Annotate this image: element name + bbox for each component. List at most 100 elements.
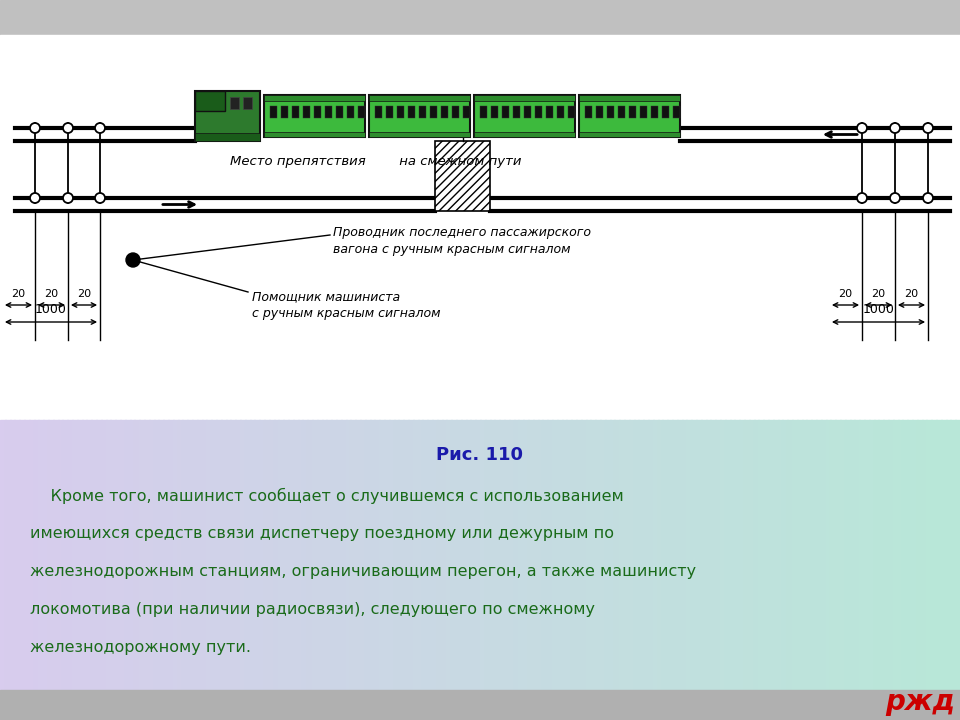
Circle shape [63, 123, 73, 133]
Bar [950, 420, 956, 690]
Bar [350, 420, 356, 690]
Bar [264, 95, 365, 101]
Bar [456, 420, 462, 690]
Bar [610, 420, 615, 690]
Bar [922, 420, 927, 690]
Bar [638, 420, 644, 690]
Bar [435, 141, 490, 211]
Bar [504, 420, 510, 690]
Bar [562, 420, 567, 690]
Bar [230, 420, 236, 690]
Text: железнодорожному пути.: железнодорожному пути. [30, 640, 251, 655]
Bar [163, 420, 169, 690]
Bar [546, 106, 553, 118]
Bar [101, 420, 107, 690]
Bar [441, 106, 448, 118]
Bar [758, 420, 764, 690]
Bar [341, 420, 347, 690]
Bar [419, 106, 426, 118]
Bar [303, 106, 310, 118]
Bar [883, 420, 889, 690]
Bar [307, 420, 313, 690]
Circle shape [857, 193, 867, 203]
Bar [710, 420, 716, 690]
Bar [389, 420, 395, 690]
Bar [619, 420, 625, 690]
Bar [226, 420, 231, 690]
Bar [292, 106, 299, 118]
Bar [936, 420, 942, 690]
Bar [360, 420, 366, 690]
Bar [243, 97, 252, 109]
Bar [662, 106, 669, 118]
Bar [408, 420, 414, 690]
Bar [835, 420, 841, 690]
Bar [182, 420, 188, 690]
Bar [802, 420, 807, 690]
Bar [662, 420, 668, 690]
Bar [195, 91, 260, 141]
Bar [778, 420, 783, 690]
Bar [187, 420, 193, 690]
Bar [535, 106, 542, 118]
Text: 20: 20 [12, 289, 26, 299]
Bar [480, 420, 486, 690]
Circle shape [95, 123, 105, 133]
Bar [168, 420, 174, 690]
Text: 20: 20 [838, 289, 852, 299]
Bar [811, 420, 817, 690]
Bar [0, 0, 960, 35]
Bar [730, 420, 735, 690]
Bar [346, 420, 351, 690]
Circle shape [857, 123, 867, 133]
Bar [274, 420, 279, 690]
Bar [369, 132, 470, 137]
Circle shape [30, 193, 40, 203]
Bar [816, 420, 822, 690]
Bar [384, 420, 390, 690]
Bar [269, 420, 275, 690]
Bar [566, 420, 572, 690]
Bar [749, 420, 755, 690]
Bar [499, 420, 505, 690]
Bar [386, 106, 393, 118]
Bar [221, 420, 227, 690]
Bar [312, 420, 318, 690]
Bar [422, 420, 428, 690]
Bar [19, 420, 25, 690]
Bar [240, 420, 246, 690]
Bar [149, 420, 155, 690]
Bar [195, 91, 225, 111]
Bar [826, 420, 831, 690]
Bar [557, 106, 564, 118]
Bar [490, 420, 495, 690]
Bar [347, 106, 354, 118]
Bar [235, 420, 241, 690]
Bar [696, 420, 702, 690]
Bar [720, 420, 726, 690]
Bar [452, 106, 459, 118]
Bar [912, 420, 918, 690]
Bar [358, 106, 365, 118]
Bar [485, 420, 491, 690]
Bar [331, 420, 337, 690]
Bar [264, 132, 365, 137]
Text: железнодорожным станциям, ограничивающим перегон, а также машинисту: железнодорожным станциям, ограничивающим… [30, 564, 696, 579]
Bar [845, 420, 851, 690]
Text: Место препятствия: Место препятствия [230, 156, 366, 168]
Bar [110, 420, 116, 690]
Bar [653, 420, 659, 690]
Bar [754, 420, 759, 690]
Bar [115, 420, 121, 690]
Bar [369, 95, 470, 101]
Bar [298, 420, 303, 690]
Bar [667, 420, 673, 690]
Circle shape [126, 253, 140, 267]
Bar [579, 132, 680, 137]
Bar [907, 420, 913, 690]
Bar [600, 420, 606, 690]
Bar [29, 420, 35, 690]
Bar [568, 106, 575, 118]
Bar [379, 420, 385, 690]
Bar [509, 420, 515, 690]
